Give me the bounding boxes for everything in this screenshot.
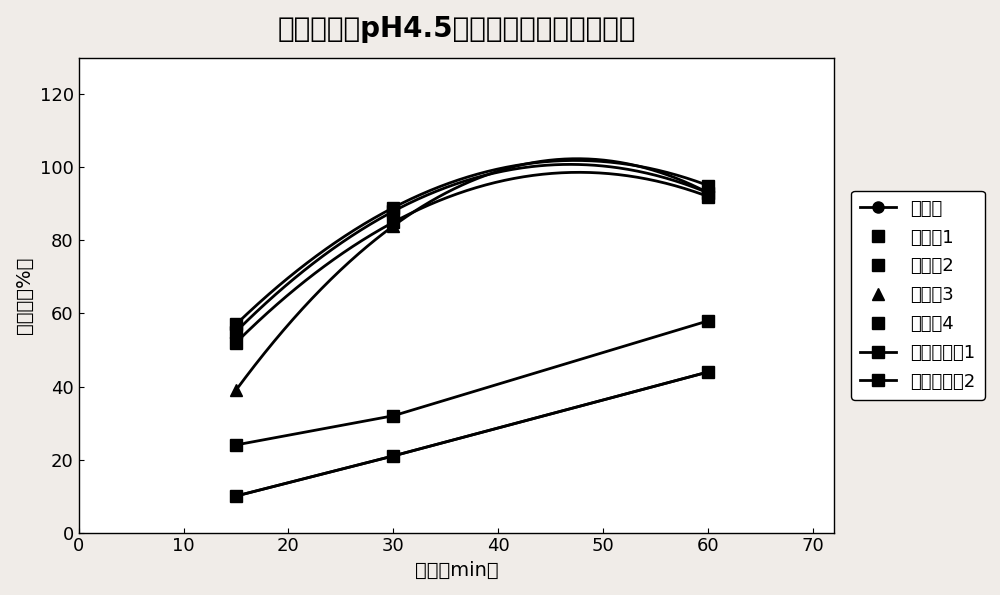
原料药 [702, 368, 714, 375]
实施例4 [230, 321, 242, 328]
对比实施例1 [387, 412, 399, 419]
实施例3 [702, 189, 714, 196]
实施例3 [230, 387, 242, 394]
对比实施例2 [230, 493, 242, 500]
Line: 原料药: 原料药 [230, 367, 714, 502]
Line: 对比实施例2: 对比实施例2 [230, 367, 714, 502]
对比实施例1 [230, 441, 242, 449]
Legend: 原料药, 实施例1, 实施例2, 实施例3, 实施例4, 对比实施例1, 对比实施例2: 原料药, 实施例1, 实施例2, 实施例3, 实施例4, 对比实施例1, 对比实… [851, 190, 985, 400]
实施例4 [702, 182, 714, 189]
Line: 实施例3: 实施例3 [230, 187, 714, 396]
实施例2 [230, 339, 242, 346]
实施例2 [387, 218, 399, 226]
Y-axis label: 溶出量（%）: 溶出量（%） [15, 256, 34, 334]
Line: 实施例2: 实施例2 [230, 191, 714, 348]
实施例2 [702, 193, 714, 200]
实施例1 [702, 189, 714, 196]
原料药 [387, 452, 399, 459]
X-axis label: 时间（min）: 时间（min） [415, 561, 498, 580]
原料药 [230, 493, 242, 500]
实施例1 [387, 208, 399, 215]
对比实施例2 [387, 452, 399, 459]
Line: 对比实施例1: 对比实施例1 [230, 315, 714, 450]
实施例4 [387, 204, 399, 211]
Line: 实施例1: 实施例1 [230, 187, 714, 337]
实施例1 [230, 328, 242, 336]
对比实施例1 [702, 317, 714, 324]
Line: 实施例4: 实施例4 [230, 180, 714, 330]
对比实施例2 [702, 368, 714, 375]
实施例3 [387, 223, 399, 230]
Title: 各实施例在pH4.5醋酸盐介质中溶出度对比: 各实施例在pH4.5醋酸盐介质中溶出度对比 [277, 15, 636, 43]
